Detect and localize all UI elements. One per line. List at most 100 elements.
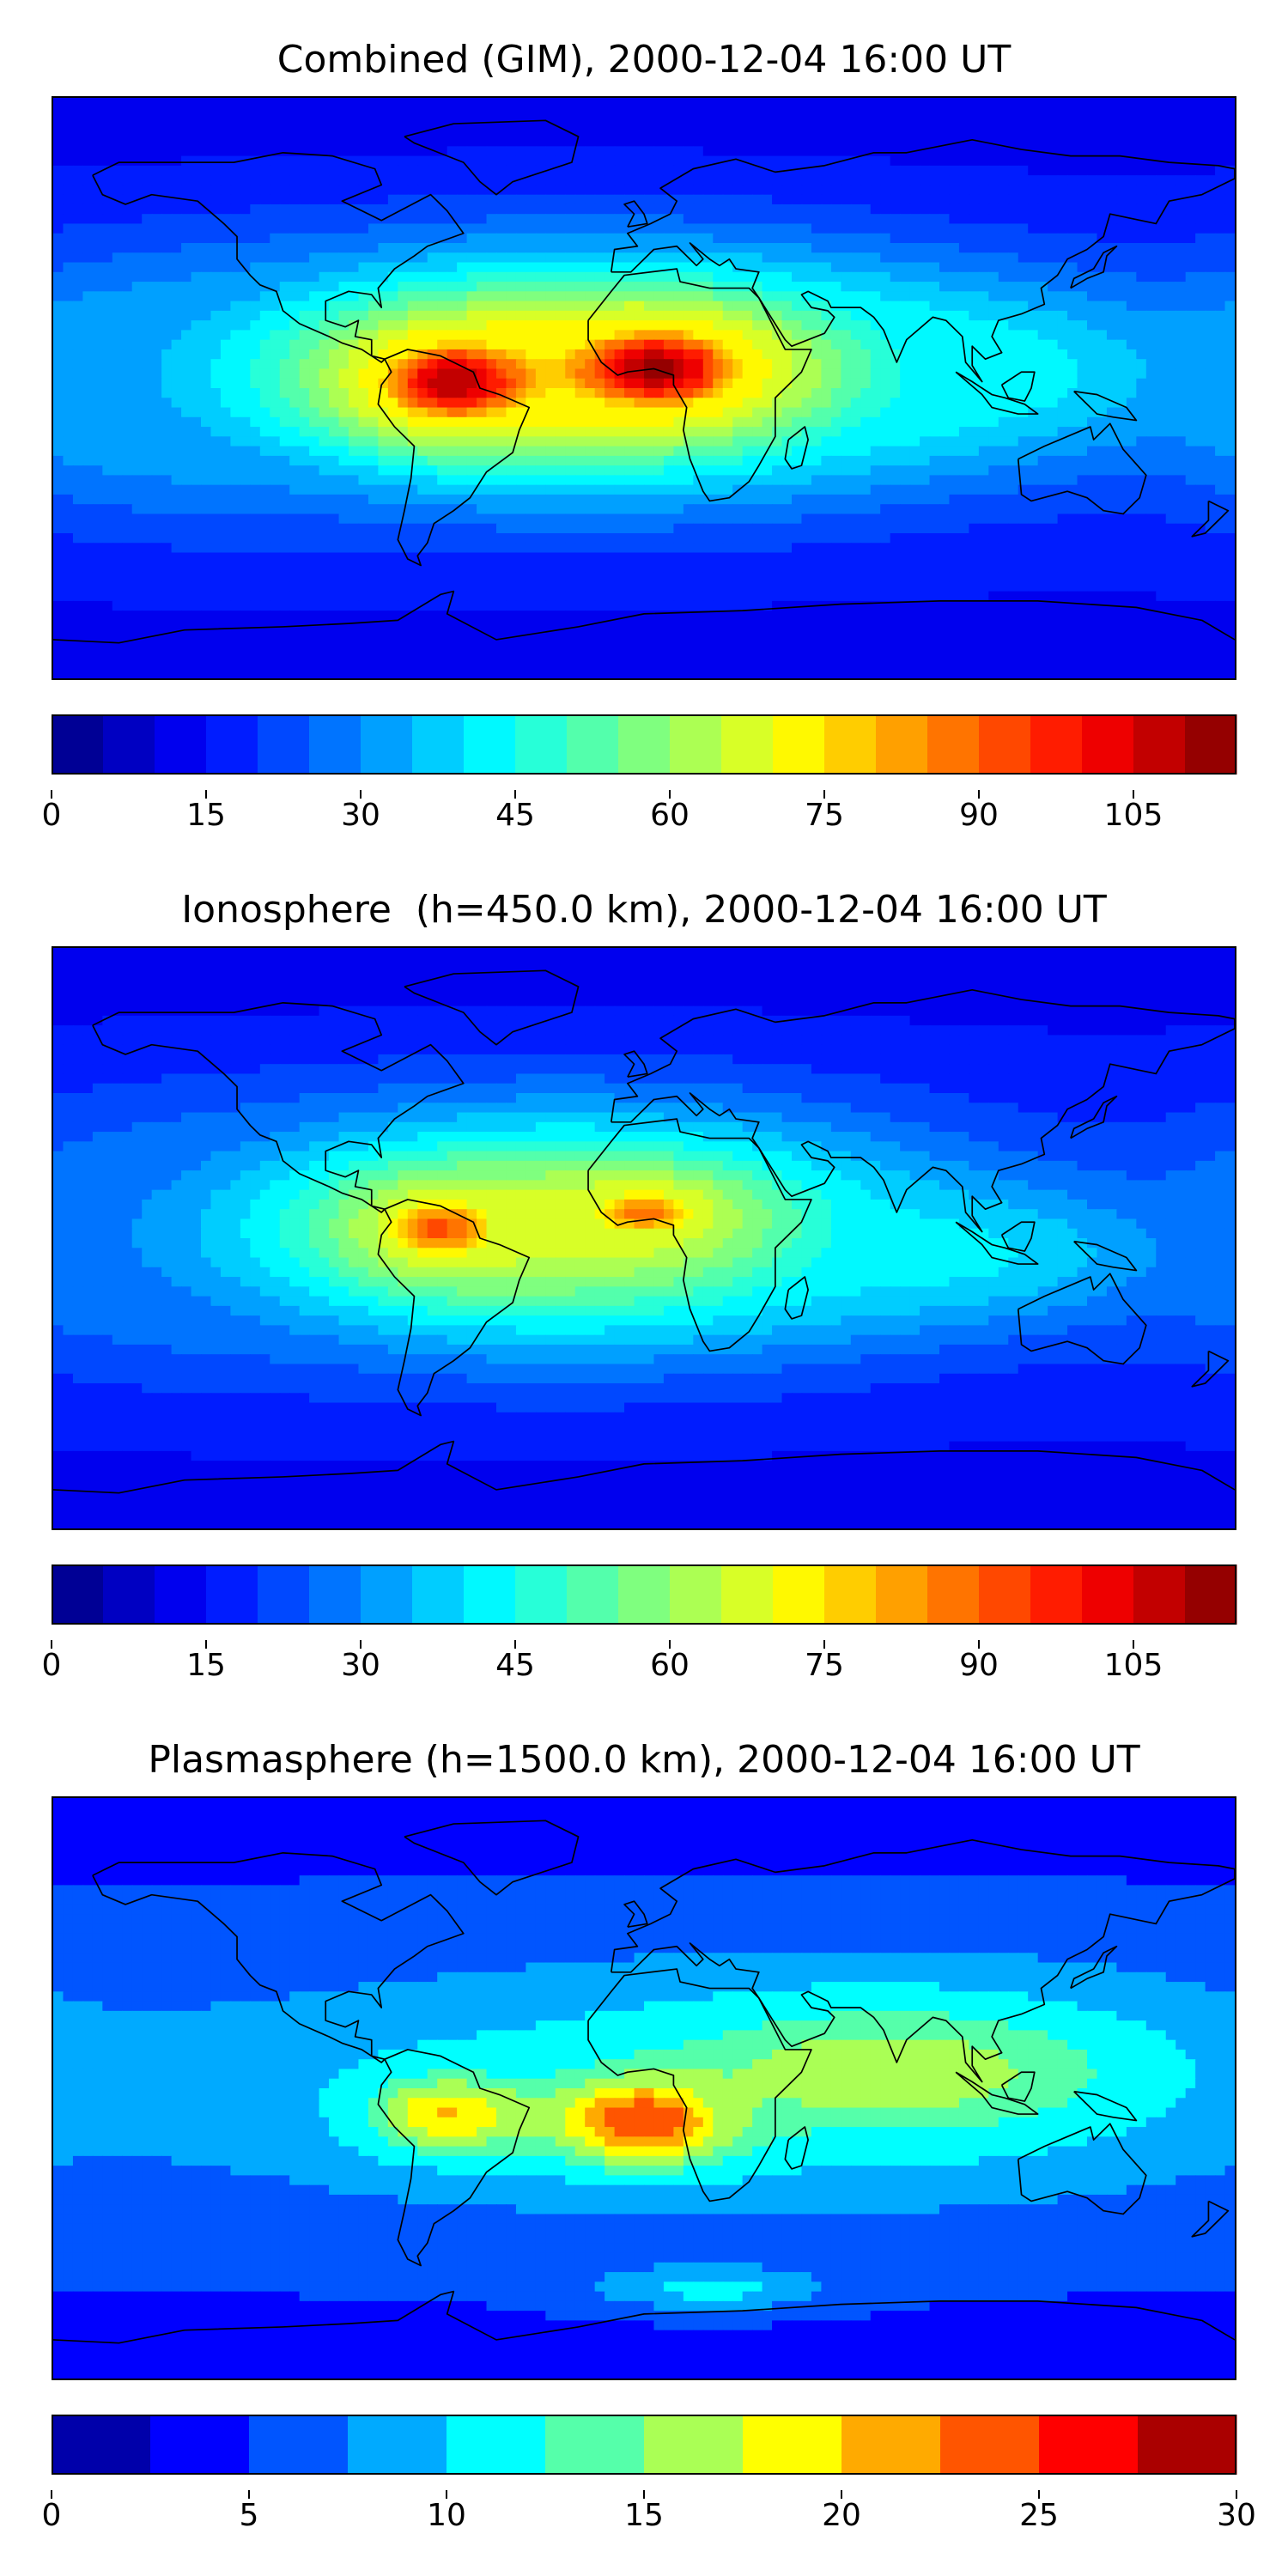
tec-contour-cell	[1205, 484, 1216, 495]
tec-contour-cell	[1077, 368, 1088, 380]
tec-contour-cell	[1097, 155, 1108, 167]
tec-contour-cell	[565, 388, 576, 399]
tec-contour-cell	[82, 330, 94, 341]
tec-contour-cell	[250, 262, 261, 273]
tec-contour-cell	[585, 214, 596, 225]
tec-contour-cell	[82, 165, 94, 176]
tec-contour-cell	[841, 185, 852, 196]
tec-contour-cell	[72, 252, 84, 264]
tec-contour-cell	[289, 175, 301, 186]
tec-contour-cell	[299, 252, 310, 264]
tec-contour-cell	[772, 252, 783, 264]
tec-contour-cell	[270, 155, 281, 167]
tec-contour-cell	[1097, 107, 1108, 118]
tec-contour-cell	[1136, 446, 1147, 457]
tec-contour-cell	[1008, 233, 1019, 244]
tec-contour-cell	[526, 204, 537, 215]
tec-contour-cell	[457, 416, 468, 428]
tec-contour-cell	[998, 282, 1010, 293]
tec-contour-cell	[161, 243, 173, 254]
tec-contour-cell	[466, 233, 477, 244]
tec-contour-cell	[713, 359, 724, 370]
tec-contour-cell	[1067, 465, 1078, 477]
tec-contour-cell	[1087, 368, 1098, 380]
tec-contour-cell	[594, 446, 605, 457]
tec-contour-cell	[1165, 98, 1176, 109]
tec-contour-cell	[486, 233, 497, 244]
tec-contour-cell	[702, 484, 714, 495]
tec-contour-cell	[949, 388, 960, 399]
tec-contour-cell	[939, 378, 951, 389]
tec-contour-cell	[92, 155, 104, 167]
tec-contour-cell	[811, 185, 823, 196]
tec-contour-cell	[958, 155, 970, 167]
tec-contour-cell	[329, 175, 340, 186]
tec-contour-cell	[1165, 243, 1176, 254]
tec-contour-cell	[535, 330, 547, 341]
tec-contour-cell	[240, 223, 252, 234]
tec-contour-cell	[250, 494, 261, 505]
tec-contour-cell	[230, 223, 241, 234]
tec-contour-cell	[1176, 427, 1187, 438]
tec-contour-cell	[63, 214, 74, 225]
tec-contour-cell	[220, 455, 232, 466]
tec-contour-cell	[102, 185, 113, 196]
tec-contour-cell	[880, 194, 891, 205]
tec-contour-cell	[535, 175, 547, 186]
tec-contour-cell	[368, 175, 380, 186]
tec-contour-cell	[890, 252, 901, 264]
tec-contour-cell	[329, 310, 340, 321]
tec-contour-cell	[447, 252, 458, 264]
tec-contour-cell	[1215, 165, 1226, 176]
tec-contour-cell	[240, 194, 252, 205]
tec-contour-cell	[210, 427, 222, 438]
tec-contour-cell	[1028, 204, 1039, 215]
tec-contour-cell	[259, 378, 271, 389]
tec-contour-cell	[702, 465, 714, 477]
tec-contour-cell	[850, 137, 862, 148]
tec-contour-cell	[515, 223, 527, 234]
tec-contour-cell	[1176, 416, 1187, 428]
tec-contour-cell	[72, 436, 84, 447]
tec-contour-cell	[477, 243, 488, 254]
tec-contour-cell	[526, 233, 537, 244]
tec-contour-cell	[978, 407, 990, 418]
tec-contour-cell	[427, 262, 438, 273]
tec-contour-cell	[683, 416, 695, 428]
tec-contour-cell	[742, 126, 753, 137]
tec-contour-cell	[486, 427, 497, 438]
tec-contour-cell	[722, 455, 733, 466]
tec-contour-cell	[1087, 455, 1098, 466]
tec-contour-cell	[259, 349, 271, 360]
tec-contour-cell	[1106, 271, 1118, 283]
tec-contour-cell	[181, 185, 192, 196]
tec-contour-cell	[969, 416, 980, 428]
tec-contour-cell	[220, 204, 232, 215]
tec-contour-cell	[387, 359, 399, 370]
tec-contour-cell	[201, 137, 212, 148]
tec-contour-cell	[732, 455, 744, 466]
tec-contour-cell	[210, 117, 222, 128]
tec-contour-cell	[387, 465, 399, 477]
tec-contour-cell	[201, 165, 212, 176]
tec-contour-cell	[614, 301, 625, 312]
tec-contour-cell	[958, 262, 970, 273]
tec-contour-cell	[900, 368, 911, 380]
tec-contour-cell	[998, 155, 1010, 167]
tec-contour-cell	[1048, 484, 1059, 495]
tec-contour-cell	[270, 194, 281, 205]
tec-contour-cell	[329, 368, 340, 380]
tec-contour-cell	[171, 427, 182, 438]
tec-contour-cell	[841, 291, 852, 302]
tec-contour-cell	[565, 185, 576, 196]
tec-contour-cell	[201, 185, 212, 196]
tec-contour-cell	[161, 310, 173, 321]
tec-contour-cell	[1165, 359, 1176, 370]
tec-contour-cell	[289, 98, 301, 109]
tec-contour-cell	[1136, 117, 1147, 128]
tec-contour-cell	[378, 262, 389, 273]
tec-contour-cell	[978, 214, 990, 225]
tec-contour-cell	[900, 484, 911, 495]
tec-contour-cell	[702, 223, 714, 234]
tec-contour-cell	[535, 339, 547, 350]
